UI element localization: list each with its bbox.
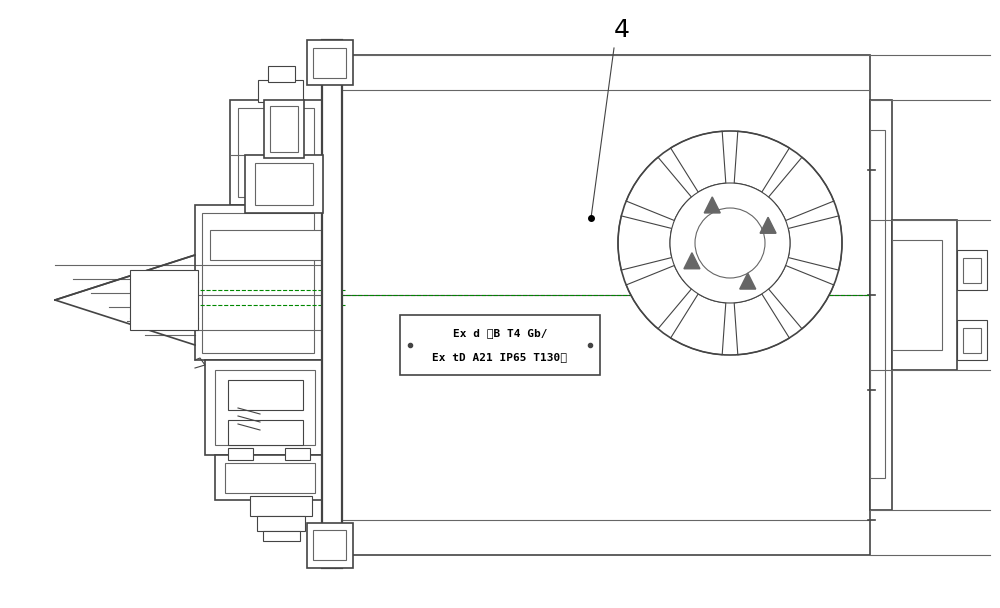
Circle shape	[618, 131, 842, 355]
Bar	[255, 163, 313, 205]
Bar	[215, 455, 322, 500]
Polygon shape	[760, 217, 776, 233]
Bar	[870, 130, 885, 478]
Bar	[210, 230, 322, 260]
Bar	[225, 463, 315, 493]
Bar	[322, 40, 342, 568]
Polygon shape	[684, 253, 700, 269]
Bar	[870, 100, 892, 510]
Bar	[307, 40, 353, 85]
Bar	[892, 220, 957, 370]
Bar	[264, 100, 304, 158]
Bar	[257, 516, 305, 531]
Bar	[228, 448, 253, 460]
Bar	[228, 380, 303, 410]
Bar	[195, 205, 322, 360]
Bar	[245, 155, 323, 213]
Bar	[270, 106, 298, 152]
Bar	[313, 530, 346, 560]
Bar	[400, 315, 600, 375]
Bar	[957, 320, 987, 360]
Bar	[892, 240, 942, 350]
Bar	[215, 370, 315, 445]
Bar	[268, 66, 295, 82]
Bar	[202, 213, 314, 353]
Text: Ex d ⅡB T4 Gb/: Ex d ⅡB T4 Gb/	[453, 328, 547, 338]
Bar	[285, 448, 310, 460]
Bar	[130, 270, 198, 330]
Circle shape	[695, 208, 765, 278]
Bar	[228, 420, 303, 445]
Bar	[957, 250, 987, 290]
Circle shape	[670, 183, 790, 303]
Text: 4: 4	[614, 18, 630, 42]
Bar	[307, 523, 353, 568]
Bar	[250, 496, 312, 516]
Bar	[205, 360, 322, 455]
Bar	[340, 55, 870, 555]
Bar	[963, 328, 981, 353]
Text: Ex tD A21 IP65 T130℃: Ex tD A21 IP65 T130℃	[432, 352, 568, 362]
Bar	[258, 80, 303, 102]
Polygon shape	[55, 255, 195, 345]
Bar	[230, 100, 322, 205]
Bar	[263, 531, 300, 541]
Polygon shape	[740, 273, 756, 289]
Bar	[963, 258, 981, 283]
Bar	[238, 108, 314, 197]
Polygon shape	[704, 197, 720, 213]
Bar	[313, 48, 346, 78]
